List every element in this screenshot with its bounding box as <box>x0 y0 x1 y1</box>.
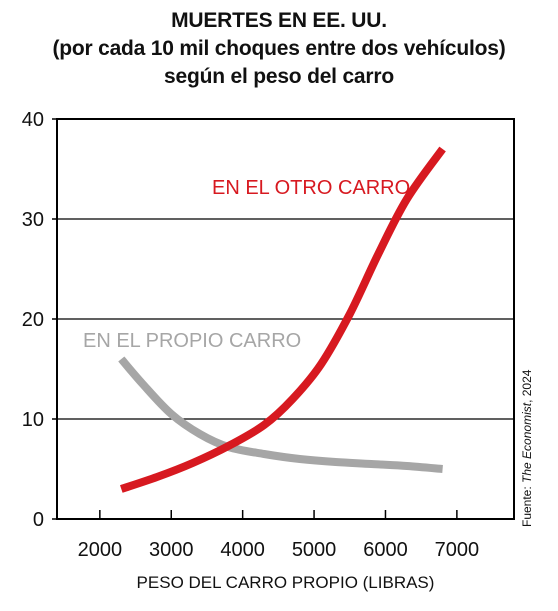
x-tick-label-4000: 4000 <box>220 539 265 561</box>
source-suffix: , 2024 <box>520 369 534 403</box>
series-label-own-car: EN EL PROPIO CARRO <box>83 330 301 352</box>
y-tick-label-30: 30 <box>22 209 44 231</box>
x-axis-label: PESO DEL CARRO PROPIO (LIBRAS) <box>137 573 435 592</box>
chart-title-line-2: (por cada 10 mil choques entre dos vehíc… <box>52 37 506 60</box>
series-line-0 <box>120 146 446 493</box>
chart-title-line-1: MUERTES EN EE. UU. <box>171 9 387 32</box>
x-tick-label-5000: 5000 <box>292 539 337 561</box>
series-line-1 <box>118 356 443 473</box>
source-prefix: Fuente: <box>520 482 534 527</box>
y-tick-label-20: 20 <box>22 309 44 331</box>
chart-title-line-3: según el peso del carro <box>164 65 394 88</box>
x-tick-label-2000: 2000 <box>78 539 123 561</box>
y-tick-label-10: 10 <box>22 409 44 431</box>
x-tick-label-6000: 6000 <box>363 539 408 561</box>
source-publication: The Economist <box>520 402 534 483</box>
x-tick-label-3000: 3000 <box>149 539 194 561</box>
y-tick-label-0: 0 <box>33 509 44 531</box>
y-tick-label-40: 40 <box>22 109 44 131</box>
x-tick-label-7000: 7000 <box>435 539 480 561</box>
series-label-other-car: EN EL OTRO CARRO <box>212 177 410 199</box>
source-note: Fuente: The Economist, 2024 <box>520 370 534 527</box>
